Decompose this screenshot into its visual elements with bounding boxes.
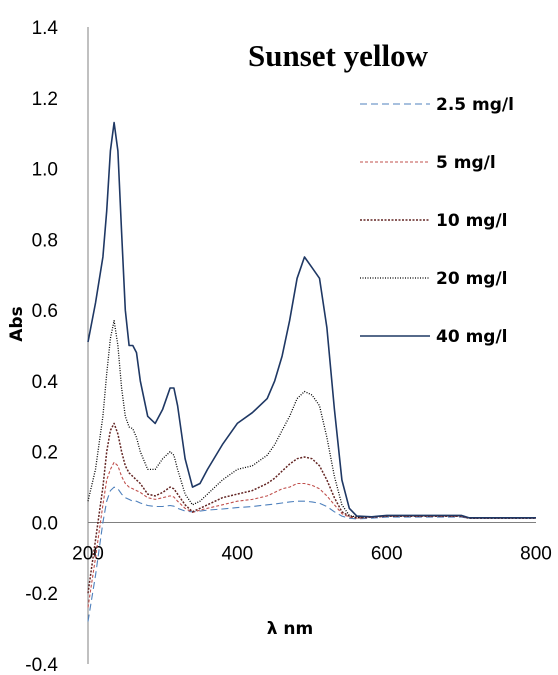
y-tick-label: 1.0 xyxy=(32,160,58,181)
y-tick-label: 0.8 xyxy=(32,230,58,251)
y-tick-label: 1.4 xyxy=(32,18,59,39)
y-tick-label: 1.2 xyxy=(32,89,58,110)
y-tick-label: 0.4 xyxy=(32,372,59,393)
legend-label: 20 mg/l xyxy=(436,269,508,289)
y-tick-label: -0.2 xyxy=(25,584,58,605)
series-line-10-mg-l xyxy=(87,422,536,594)
y-tick-label: 0.6 xyxy=(32,301,58,322)
y-tick-label: 0.0 xyxy=(32,513,58,534)
x-tick-label: 400 xyxy=(221,543,253,564)
y-axis-title: Abs xyxy=(7,306,27,341)
x-tick-label: 600 xyxy=(371,543,403,564)
legend-label: 10 mg/l xyxy=(436,211,508,231)
x-tick-label: 200 xyxy=(72,543,104,564)
series-line-40-mg-l xyxy=(87,121,536,519)
x-tick-label: 800 xyxy=(520,543,552,564)
legend-label: 2.5 mg/l xyxy=(436,95,514,115)
x-axis-title: λ nm xyxy=(267,619,314,639)
series-line-5-mg-l xyxy=(87,461,536,608)
series-line-20-mg-l xyxy=(87,320,536,519)
chart-title: Sunset yellow xyxy=(248,38,429,73)
series-line-2-5-mg-l xyxy=(87,486,536,622)
y-tick-label: -0.4 xyxy=(25,655,58,675)
y-tick-label: 0.2 xyxy=(32,443,58,464)
legend-label: 5 mg/l xyxy=(436,153,496,173)
legend-label: 40 mg/l xyxy=(436,327,508,347)
